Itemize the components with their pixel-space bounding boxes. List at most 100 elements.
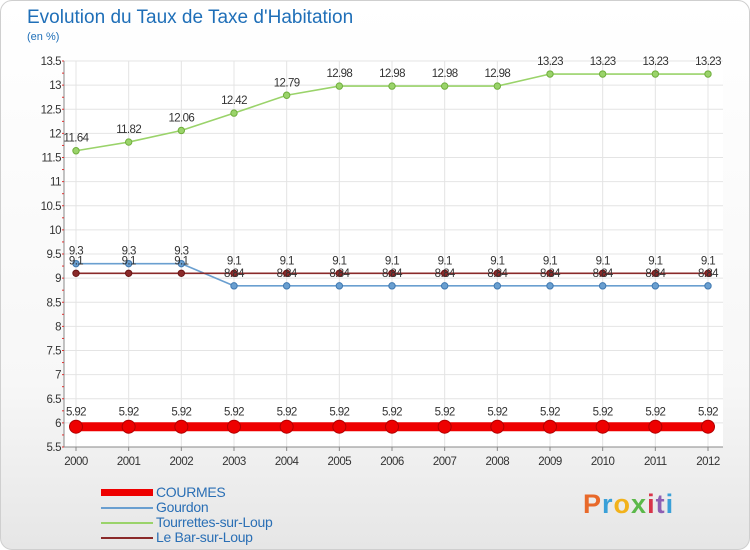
data-point (598, 70, 607, 78)
y-tick-label: 10 (49, 225, 61, 237)
data-point (490, 419, 505, 434)
data-point (124, 138, 133, 146)
data-label: 12.06 (168, 112, 194, 124)
legend-swatch (101, 507, 153, 509)
data-point (440, 269, 449, 277)
data-label: 9.1 (701, 255, 715, 267)
data-label: 5.92 (119, 407, 139, 419)
data-point (651, 282, 660, 290)
legend-swatch (101, 522, 153, 524)
data-point (230, 282, 238, 290)
x-tick-label: 2012 (696, 456, 720, 468)
data-label: 12.42 (221, 95, 247, 107)
data-label: 8.84 (487, 268, 508, 280)
y-tick-label: 13 (49, 80, 61, 92)
data-point (282, 282, 291, 290)
data-point (230, 269, 238, 277)
data-point (704, 269, 712, 277)
legend-label: Gourdon (156, 499, 209, 515)
data-point (388, 82, 396, 90)
data-point (493, 269, 502, 277)
data-point (72, 147, 80, 155)
data-label: 5.92 (382, 407, 402, 419)
logo-letter: P (583, 489, 603, 519)
y-tick-label: 12.5 (41, 104, 61, 116)
data-label: 9.1 (648, 255, 662, 267)
data-point (546, 282, 554, 290)
x-tick-label: 2011 (644, 456, 667, 468)
data-point (124, 269, 133, 277)
logo-letter: o (613, 489, 632, 519)
data-label: 8.84 (593, 268, 614, 280)
data-point (704, 282, 712, 290)
y-tick-label: 8 (55, 321, 61, 333)
data-point (440, 82, 449, 90)
data-label: 9.1 (174, 255, 188, 267)
y-tick-label: 12 (49, 128, 61, 140)
unit-label: (en %) (27, 31, 60, 43)
data-label: 9.1 (69, 255, 83, 267)
data-point (701, 419, 715, 434)
data-label: 13.23 (537, 56, 563, 68)
logo-letter: x (631, 489, 648, 519)
logo-letter: t (655, 489, 666, 519)
data-label: 12.98 (379, 68, 405, 80)
y-tick-label: 7.5 (47, 346, 62, 358)
data-label: 11.64 (64, 133, 90, 145)
data-point (332, 419, 347, 434)
data-label: 5.92 (593, 407, 613, 419)
legend-label: Tourrettes-sur-Loup (156, 514, 273, 530)
x-tick-label: 2009 (538, 456, 562, 468)
data-label: 12.98 (432, 68, 458, 80)
data-label: 9.1 (385, 255, 399, 267)
data-label: 9.1 (543, 255, 557, 267)
data-point (121, 419, 136, 434)
data-label: 12.79 (274, 77, 300, 89)
legend-swatch (101, 537, 153, 539)
proxiti-logo: Proxiti (583, 489, 674, 520)
data-point (227, 419, 241, 434)
data-point (651, 70, 660, 78)
data-label: 8.84 (329, 268, 350, 280)
y-tick-label: 5.5 (47, 442, 62, 454)
x-tick-label: 2008 (486, 456, 510, 468)
data-point (124, 259, 133, 268)
data-point (279, 419, 294, 434)
data-point (335, 282, 344, 290)
x-tick-label: 2004 (275, 456, 300, 468)
data-point (177, 126, 186, 135)
data-label: 5.92 (329, 407, 349, 419)
data-point (388, 269, 396, 277)
data-label: 8.84 (382, 268, 403, 280)
x-tick-label: 2002 (170, 456, 194, 468)
data-label: 8.84 (277, 268, 298, 280)
y-tick-label: 11.5 (41, 153, 61, 165)
y-tick-label: 10.5 (41, 201, 61, 213)
data-label: 12.98 (484, 68, 510, 80)
data-label: 9.1 (280, 255, 294, 267)
data-label: 5.92 (224, 407, 244, 419)
data-point (704, 70, 712, 78)
data-point (174, 419, 189, 434)
data-label: 13.23 (695, 56, 721, 68)
data-label: 13.23 (590, 56, 616, 68)
y-tick-label: 7 (55, 370, 61, 382)
data-point (282, 91, 291, 99)
legend-label: Le Bar-sur-Loup (156, 529, 253, 545)
y-tick-label: 13.5 (41, 56, 61, 68)
data-point (72, 259, 80, 268)
data-point (437, 419, 452, 434)
data-label: 5.92 (487, 407, 507, 419)
x-tick-label: 2005 (328, 456, 352, 468)
x-tick-label: 2007 (433, 456, 457, 468)
data-point (543, 419, 557, 434)
data-label: 5.92 (540, 407, 560, 419)
data-label: 9.3 (174, 246, 188, 258)
legend-swatch (101, 489, 153, 496)
logo-letter: i (647, 489, 656, 519)
data-label: 5.92 (435, 407, 455, 419)
data-point (598, 269, 607, 277)
data-label: 9.1 (596, 255, 610, 267)
x-tick-label: 2001 (117, 456, 141, 468)
data-point (493, 82, 502, 90)
